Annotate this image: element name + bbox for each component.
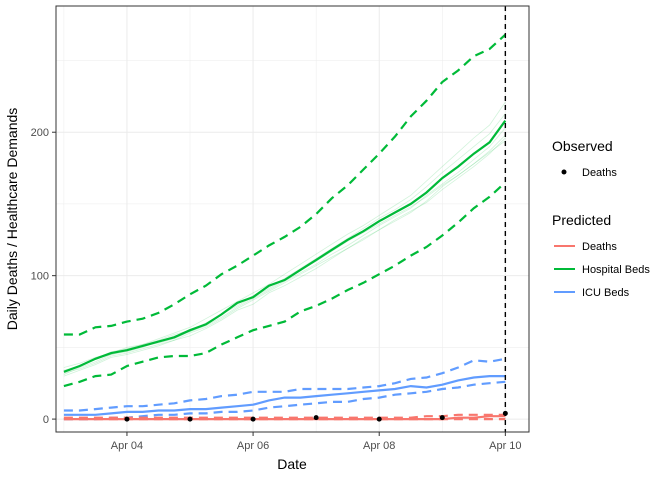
plot-panel — [56, 6, 529, 432]
y-tick-label: 0 — [43, 414, 49, 426]
legend-label-observed-deaths: Deaths — [582, 167, 617, 179]
observed-death-point — [376, 416, 382, 422]
observed-death-point — [439, 415, 445, 421]
y-tick-label: 100 — [31, 271, 49, 283]
hospital-beds-ensemble-line — [63, 134, 506, 377]
legend-title-predicted: Predicted — [552, 212, 611, 228]
observed-death-point — [187, 416, 193, 422]
observed-death-point — [313, 415, 319, 421]
y-axis: 0 100 200 — [31, 127, 56, 426]
deaths-median-line — [63, 415, 506, 421]
observed-points — [124, 410, 508, 422]
x-tick-label: Apr 10 — [489, 440, 521, 452]
legend-label-icu-beds: ICU Beds — [582, 287, 630, 299]
hospital-beds-ensemble-line — [63, 113, 506, 373]
x-tick-label: Apr 04 — [111, 440, 143, 452]
observed-death-point — [250, 416, 256, 422]
legend-title-observed: Observed — [552, 138, 613, 154]
x-tick-label: Apr 06 — [237, 440, 269, 452]
hospital-beds-median-line — [63, 120, 507, 373]
plot-border — [55, 5, 530, 433]
x-tick-label: Apr 08 — [363, 440, 395, 452]
legend-label-predicted-deaths: Deaths — [582, 241, 617, 253]
hospital-beds-lower-bound — [63, 181, 507, 388]
series-lines — [63, 33, 507, 421]
legend-label-hospital-beds: Hospital Beds — [582, 264, 650, 276]
hospital-beds-ensemble-line — [63, 137, 506, 374]
hospital-beds-upper-bound — [63, 33, 507, 336]
y-tick-label: 200 — [31, 127, 49, 139]
hospital-beds-ensemble-line — [63, 101, 506, 368]
x-axis-title: Date — [277, 456, 307, 472]
ensemble-lines — [63, 101, 506, 377]
x-axis: Apr 04 Apr 06 Apr 08 Apr 10 — [111, 432, 522, 452]
observed-death-point — [124, 416, 130, 422]
deaths-upper-bound — [63, 413, 506, 419]
legend: Observed Deaths Predicted Deaths Hospita… — [552, 138, 650, 299]
y-axis-title: Daily Deaths / Healthcare Demands — [4, 108, 20, 331]
legend-key-observed-deaths — [561, 169, 567, 175]
icu-beds-median-line — [63, 375, 506, 416]
